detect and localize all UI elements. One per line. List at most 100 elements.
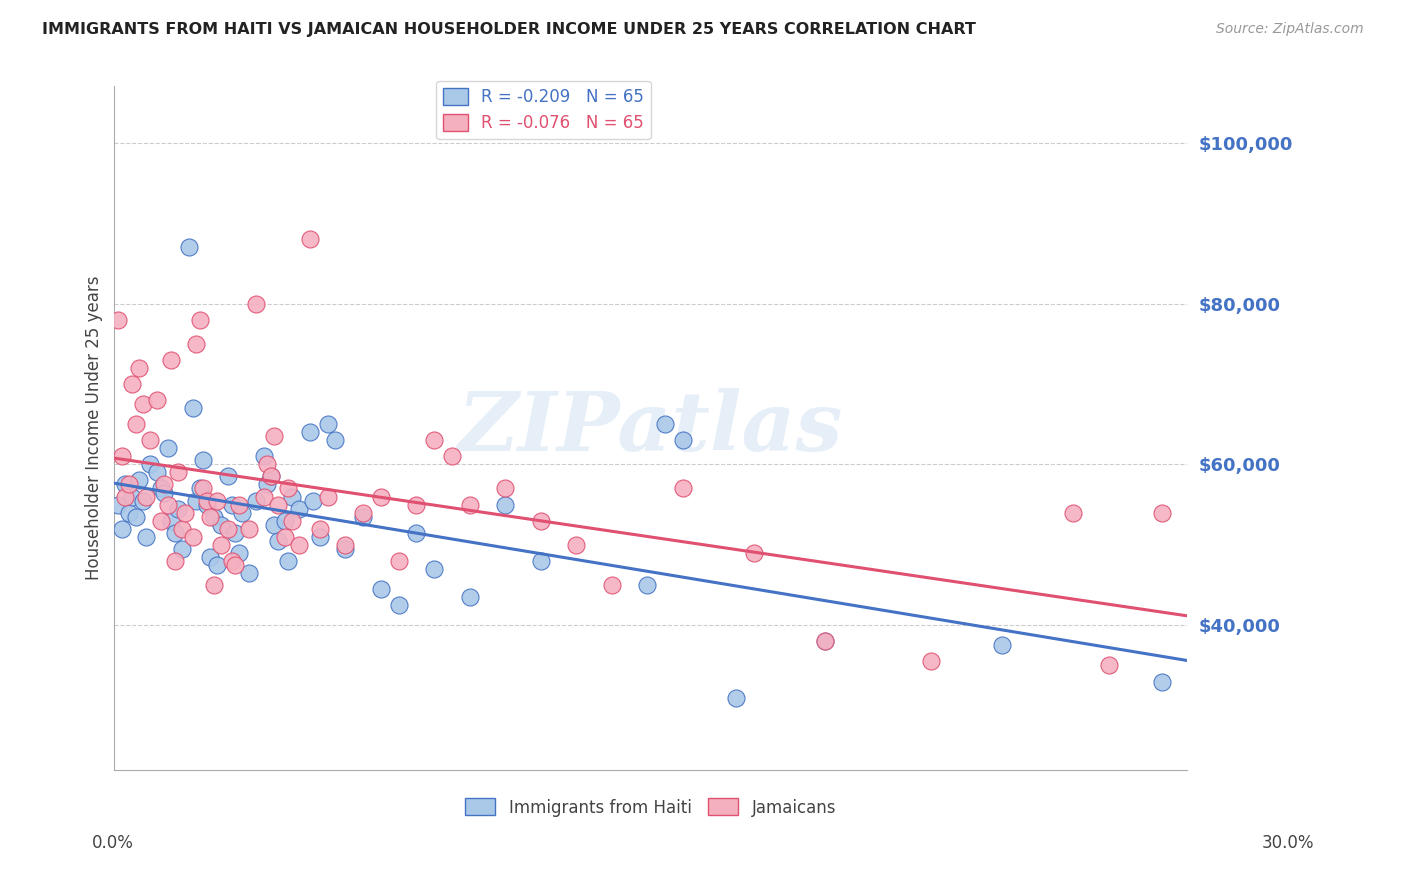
Point (193, 482, 215, 496)
Point (742, 546, 765, 560)
Point (245, 296, 267, 310)
Point (110, 450, 132, 464)
Point (920, 655, 942, 669)
Text: ZIPatlas: ZIPatlas (458, 388, 844, 468)
Point (458, 498, 481, 512)
Text: Source: ZipAtlas.com: Source: ZipAtlas.com (1216, 22, 1364, 37)
Point (245, 493, 267, 508)
Point (274, 514, 297, 528)
Point (814, 634, 837, 648)
Point (125, 509, 148, 524)
Point (672, 482, 695, 496)
Text: IMMIGRANTS FROM HAITI VS JAMAICAN HOUSEHOLDER INCOME UNDER 25 YEARS CORRELATION : IMMIGRANTS FROM HAITI VS JAMAICAN HOUSEH… (42, 22, 976, 37)
Point (209, 538, 232, 552)
Point (146, 466, 169, 480)
Point (163, 525, 186, 540)
Point (209, 517, 232, 532)
Point (281, 490, 304, 504)
Point (530, 554, 553, 568)
Point (335, 541, 357, 556)
Point (309, 530, 332, 544)
Point (200, 509, 222, 524)
Text: 30.0%: 30.0% (1263, 834, 1315, 852)
Point (252, 450, 274, 464)
Point (277, 554, 299, 568)
Point (494, 482, 516, 496)
Point (274, 530, 297, 544)
Point (256, 477, 278, 491)
Point (316, 417, 339, 432)
Point (672, 434, 695, 448)
Point (181, 401, 204, 415)
Point (405, 498, 427, 512)
Point (298, 425, 321, 440)
Point (195, 493, 218, 508)
Point (207, 493, 229, 508)
Point (188, 312, 211, 326)
Point (263, 517, 285, 532)
Point (530, 514, 553, 528)
Point (352, 509, 374, 524)
Point (991, 638, 1014, 652)
Point (387, 554, 409, 568)
Point (217, 522, 239, 536)
Point (636, 578, 658, 592)
Point (132, 493, 155, 508)
Point (260, 469, 283, 483)
Point (1152, 506, 1174, 520)
Y-axis label: Householder Income Under 25 years: Householder Income Under 25 years (86, 276, 103, 581)
Point (224, 525, 246, 540)
Point (153, 477, 176, 491)
Point (160, 352, 183, 367)
Point (207, 558, 229, 572)
Point (600, 578, 623, 592)
Point (298, 232, 321, 246)
Point (309, 522, 332, 536)
Point (167, 501, 190, 516)
Point (565, 538, 588, 552)
Point (224, 558, 246, 572)
Point (335, 538, 357, 552)
Point (288, 501, 311, 516)
Point (146, 392, 169, 407)
Point (1062, 506, 1084, 520)
Point (267, 498, 290, 512)
Point (132, 397, 155, 411)
Point (121, 376, 143, 391)
Point (153, 485, 176, 500)
Point (228, 546, 250, 560)
Point (217, 469, 239, 483)
Point (184, 336, 207, 351)
Point (193, 453, 215, 467)
Point (110, 522, 132, 536)
Point (188, 482, 211, 496)
Point (302, 493, 325, 508)
Point (202, 578, 225, 592)
Point (238, 522, 260, 536)
Point (440, 450, 463, 464)
Point (724, 690, 747, 705)
Point (1152, 674, 1174, 689)
Point (107, 312, 129, 326)
Point (149, 514, 172, 528)
Point (160, 514, 183, 528)
Point (1098, 658, 1121, 673)
Point (163, 554, 186, 568)
Point (149, 482, 172, 496)
Point (370, 490, 392, 504)
Point (181, 530, 204, 544)
Point (221, 554, 243, 568)
Point (114, 490, 136, 504)
Point (654, 417, 676, 432)
Point (114, 477, 136, 491)
Point (156, 498, 179, 512)
Point (458, 590, 481, 604)
Point (263, 429, 285, 443)
Point (288, 538, 311, 552)
Text: 0.0%: 0.0% (91, 834, 134, 852)
Point (117, 506, 139, 520)
Point (174, 506, 197, 520)
Point (135, 530, 157, 544)
Point (170, 522, 193, 536)
Point (195, 498, 218, 512)
